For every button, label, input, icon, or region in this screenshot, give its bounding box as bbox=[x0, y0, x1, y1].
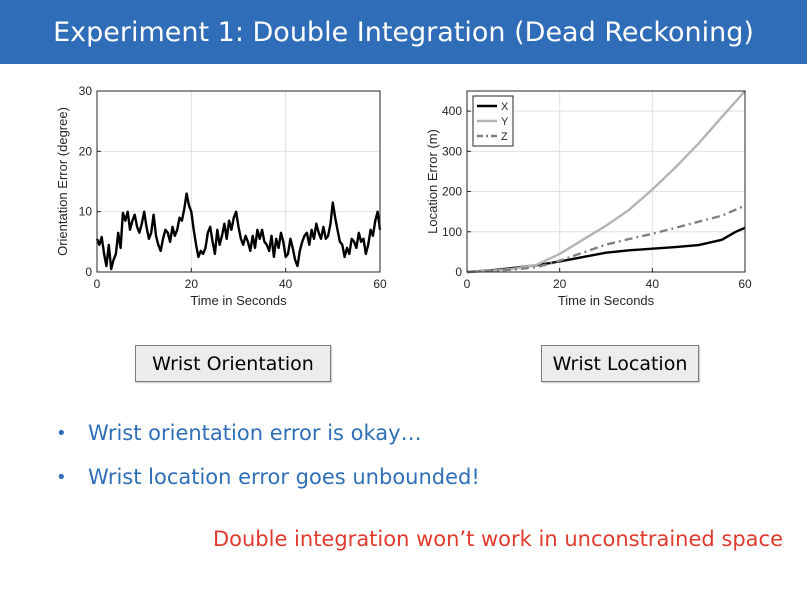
x-tick-label: 60 bbox=[373, 277, 387, 291]
x-tick-label: 60 bbox=[738, 277, 752, 291]
title-bar: Experiment 1: Double Integration (Dead R… bbox=[0, 0, 807, 64]
x-axis-label: Time in Seconds bbox=[190, 293, 287, 308]
plot-area bbox=[97, 91, 380, 272]
y-tick-label: 300 bbox=[442, 144, 462, 158]
plot-frame bbox=[466, 90, 746, 273]
caption-wrist-location-label: Wrist Location bbox=[552, 352, 688, 375]
x-tick-label: 20 bbox=[185, 277, 199, 291]
bullet-marker: • bbox=[56, 466, 67, 488]
legend-label: X bbox=[501, 101, 509, 113]
y-tick-label: 0 bbox=[85, 265, 92, 279]
legend-label: Z bbox=[501, 131, 508, 143]
conclusion-text: Double integration won’t work in unconst… bbox=[212, 527, 783, 551]
bullet-text: Wrist orientation error is okay… bbox=[88, 421, 422, 445]
x-axis-label: Time in Seconds bbox=[558, 293, 655, 308]
location-error-chart: 0 20 40 60 0 100 200 300 400 Time in Seconds Locat… bbox=[425, 90, 752, 308]
legend-label: Y bbox=[501, 116, 509, 128]
x-tick-label: 40 bbox=[279, 277, 293, 291]
y-tick-label: 10 bbox=[79, 205, 93, 219]
y-tick-label: 200 bbox=[442, 185, 462, 199]
y-tick-label: 0 bbox=[455, 265, 462, 279]
x-tick-label: 40 bbox=[646, 277, 660, 291]
y-tick-label: 100 bbox=[442, 225, 462, 239]
slide-title: Experiment 1: Double Integration (Dead R… bbox=[53, 16, 754, 48]
bullet-list: • Wrist orientation error is okay… • Wri… bbox=[56, 416, 480, 504]
caption-wrist-orientation-label: Wrist Orientation bbox=[152, 352, 314, 375]
y-axis-label: Orientation Error (degree) bbox=[55, 107, 70, 256]
y-tick-label: 30 bbox=[79, 84, 93, 98]
orientation-error-chart: 0 20 40 60 0 10 20 30 Time in Seconds Orientation… bbox=[55, 84, 387, 308]
y-tick-label: 20 bbox=[79, 144, 93, 158]
bullet-marker: • bbox=[56, 422, 67, 444]
bullet-item: • Wrist location error goes unbounded! bbox=[56, 460, 480, 494]
x-tick-label: 20 bbox=[553, 277, 567, 291]
x-tick-label: 0 bbox=[94, 277, 101, 291]
series-line bbox=[95, 192, 382, 271]
y-tick-label: 400 bbox=[442, 104, 462, 118]
series-line-y bbox=[466, 90, 746, 274]
caption-wrist-location: Wrist Location bbox=[541, 345, 699, 382]
plot-frame bbox=[96, 90, 381, 273]
bullet-text: Wrist location error goes unbounded! bbox=[88, 465, 480, 489]
bullet-item: • Wrist orientation error is okay… bbox=[56, 416, 480, 450]
series-line-z bbox=[466, 204, 746, 274]
caption-wrist-orientation: Wrist Orientation bbox=[135, 345, 331, 382]
y-axis-label: Location Error (m) bbox=[425, 129, 440, 234]
x-tick-label: 0 bbox=[464, 277, 471, 291]
